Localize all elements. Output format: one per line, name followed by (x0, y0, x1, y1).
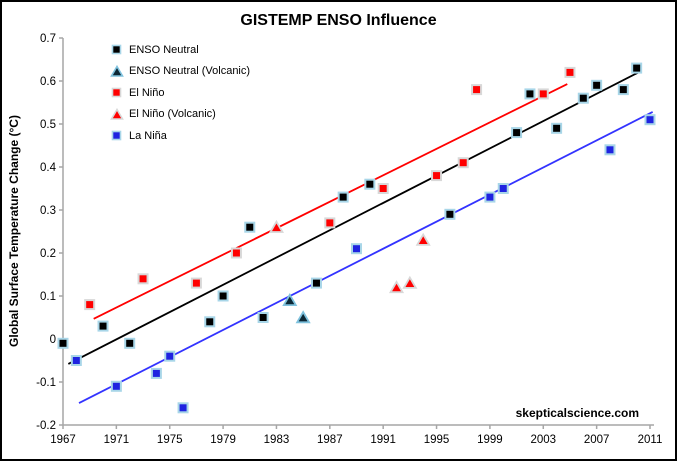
legend-marker-shape (111, 87, 122, 98)
data-point-marker (217, 290, 229, 302)
x-tick-label: 1995 (424, 434, 450, 446)
data-point-marker (497, 183, 509, 194)
data-point-marker (388, 280, 405, 294)
x-tick-label: 2007 (584, 434, 610, 446)
data-point-marker (97, 320, 109, 332)
trend-line (67, 71, 640, 365)
data-point-marker (444, 208, 456, 220)
x-tick-label: 1983 (264, 434, 290, 446)
data-point-marker (268, 219, 285, 233)
legend-item: ENSO Neutral (Volcanic) (110, 61, 250, 83)
data-point-marker (524, 88, 536, 100)
x-tick-label: 2003 (530, 434, 556, 446)
legend-marker-icon (111, 44, 122, 55)
data-point-marker (484, 191, 496, 203)
y-tick-label: 0.5 (40, 119, 56, 131)
data-point-marker (150, 367, 162, 379)
data-point-marker (511, 127, 523, 139)
data-point-marker (164, 350, 176, 362)
x-tick-label: 1967 (50, 434, 76, 446)
y-tick-label: 0.6 (40, 76, 56, 88)
y-tick-label: 0.7 (40, 33, 56, 45)
data-point-marker (351, 243, 362, 255)
legend-item: ENSO Neutral (110, 39, 250, 61)
data-point-marker (310, 277, 322, 289)
y-tick-label: 0.2 (40, 248, 56, 260)
x-tick-label: 1987 (317, 434, 343, 446)
legend-item: El Niño (Volcanic) (110, 104, 250, 126)
legend-item: La Niña (110, 125, 250, 147)
x-tick-label: 1971 (104, 434, 130, 446)
y-tick-label: -0.2 (36, 420, 56, 432)
data-point-marker (591, 79, 603, 91)
data-point-marker (84, 299, 96, 311)
legend-marker-shape (110, 107, 124, 120)
data-point-marker (70, 355, 82, 366)
data-point-marker (257, 312, 269, 323)
legend-marker-icon (111, 87, 122, 98)
legend-marker-shape (110, 64, 124, 77)
data-point-marker (137, 273, 149, 285)
legend-marker-icon (110, 64, 124, 77)
chart-title: GISTEMP ENSO Influence (240, 12, 437, 29)
data-point-marker (551, 122, 563, 134)
x-tick-label: 1975 (157, 434, 183, 446)
data-point-marker (471, 84, 483, 96)
legend-item-label: El Niño (Volcanic) (129, 108, 216, 121)
data-point-marker (402, 275, 418, 289)
data-point-marker (337, 191, 349, 203)
legend-marker-icon (110, 107, 124, 120)
legend-item: El Niño (110, 82, 250, 104)
data-point-marker (537, 88, 549, 100)
data-point-marker (177, 402, 189, 414)
legend-item-label: ENSO Neutral (Volcanic) (129, 65, 251, 78)
data-point-marker (124, 337, 136, 349)
data-point-marker (457, 157, 469, 169)
x-tick-label: 1991 (370, 434, 396, 446)
data-point-marker (244, 221, 256, 233)
legend-item-label: La Niña (129, 129, 167, 142)
x-tick-label: 2011 (638, 434, 663, 446)
x-tick-label: 1979 (210, 434, 236, 446)
data-point-marker (377, 183, 389, 194)
data-point-marker (564, 66, 576, 78)
y-tick-label: 0.4 (40, 162, 57, 174)
data-point-marker (604, 144, 616, 156)
data-point-marker (190, 277, 202, 289)
y-tick-label: 0 (50, 334, 56, 346)
legend: ENSO Neutral ENSO Neutral (Volcanic) El Ni… (110, 39, 250, 147)
data-point-marker (110, 380, 122, 392)
data-point-marker (431, 170, 443, 182)
trend-line (93, 83, 568, 320)
legend-marker-icon (111, 130, 122, 141)
data-point-marker (364, 178, 376, 190)
data-point-marker (230, 247, 242, 259)
y-tick-label: 0.3 (40, 205, 56, 217)
data-point-marker (295, 310, 311, 324)
legend-item-label: El Niño (129, 86, 165, 99)
data-point-marker (644, 114, 656, 126)
data-point-marker (631, 62, 643, 74)
data-point-marker (617, 84, 629, 96)
data-point-marker (415, 232, 431, 246)
data-point-marker (57, 337, 69, 349)
legend-marker-shape (111, 130, 122, 141)
data-point-marker (577, 92, 589, 104)
data-point-marker (282, 293, 298, 307)
legend-marker-shape (111, 44, 122, 55)
data-point-marker (204, 316, 216, 328)
legend-item-label: ENSO Neutral (129, 43, 199, 56)
x-tick-label: 1999 (477, 434, 503, 446)
y-tick-label: 0.1 (40, 291, 56, 303)
y-tick-label: -0.1 (36, 377, 56, 389)
watermark-text: skepticalscience.com (515, 406, 639, 420)
data-point-marker (324, 217, 336, 229)
